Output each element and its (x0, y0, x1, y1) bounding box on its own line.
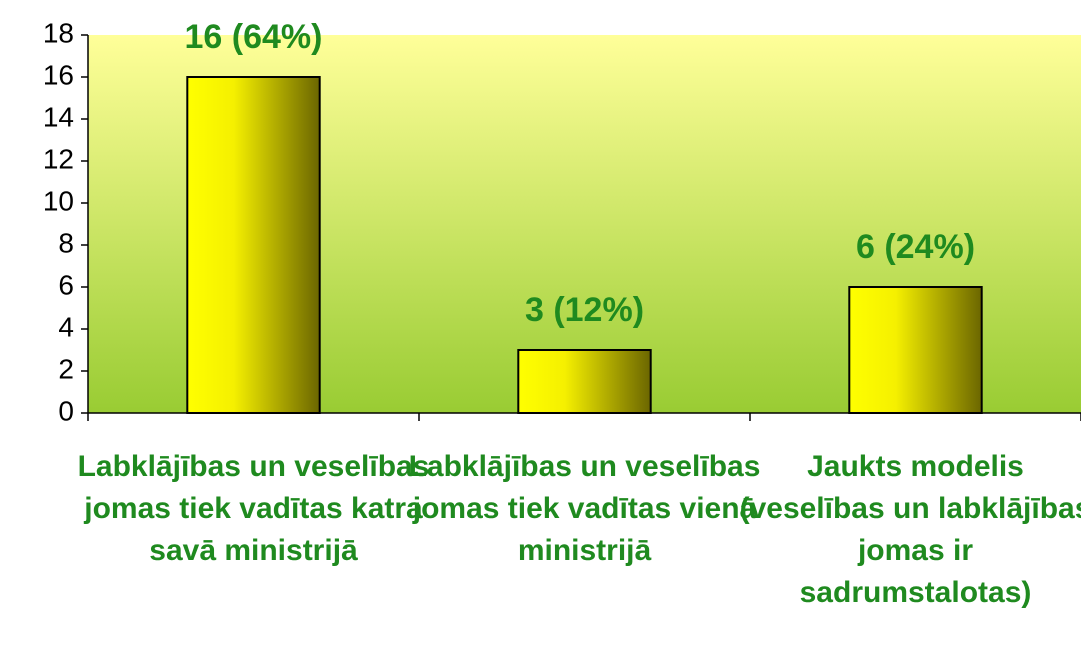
y-tick-label: 10 (43, 185, 74, 216)
y-tick-label: 2 (58, 353, 74, 384)
y-tick-label: 4 (58, 311, 74, 342)
y-tick-label: 6 (58, 269, 74, 300)
x-tick-label: Labklājības un veselības jomas tiek vadī… (77, 450, 430, 567)
data-label: 3 (12%) (525, 291, 644, 329)
y-tick-label: 16 (43, 59, 74, 90)
data-label: 16 (64%) (185, 18, 323, 56)
data-label: 6 (24%) (856, 228, 975, 266)
bar (517, 349, 652, 414)
y-tick-label: 8 (58, 227, 74, 258)
bar (186, 76, 321, 414)
y-tick-label: 12 (43, 143, 74, 174)
y-tick-label: 0 (58, 395, 74, 426)
x-tick-label: Jaukts modelis (veselības un labklājības… (739, 450, 1081, 609)
y-tick-label: 18 (43, 17, 74, 48)
bar (848, 286, 983, 414)
x-tick-label: Labklājības un veselības jomas tiek vadī… (408, 450, 761, 567)
y-tick-label: 14 (43, 101, 74, 132)
